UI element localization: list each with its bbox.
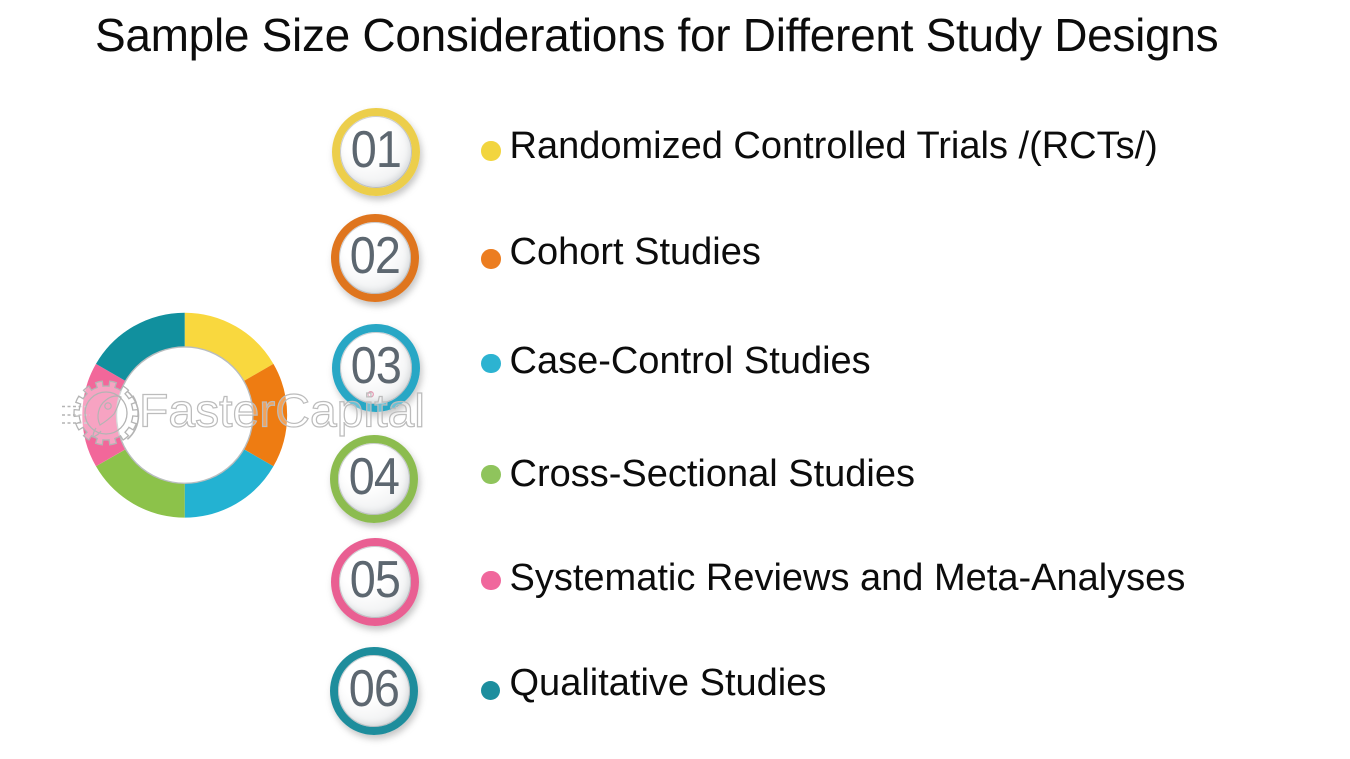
svg-text:FasterCapital: FasterCapital [139,385,425,437]
